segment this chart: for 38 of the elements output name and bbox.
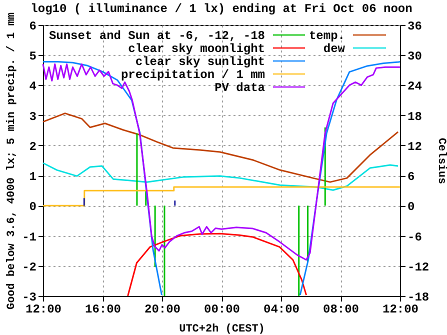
legend-label: Sunset and Sun at -6, -12, -18 bbox=[48, 29, 265, 43]
y2-tick-label: 36 bbox=[408, 20, 422, 34]
x-tick-label: 00:00 bbox=[204, 302, 240, 316]
chart-title: log10 ( illuminance / 1 lx) ending at Fri Oct 06 noon bbox=[30, 2, 412, 16]
y-tick-label: 6 bbox=[29, 20, 36, 34]
y2-tick-label: -12 bbox=[408, 260, 430, 274]
y2-tick-label: 0 bbox=[408, 200, 415, 214]
y-tick-label: 1 bbox=[29, 170, 36, 184]
legend-label: PV data bbox=[214, 81, 265, 95]
x-tick-label: 08:00 bbox=[322, 302, 360, 316]
y-tick-label: 4 bbox=[29, 80, 36, 94]
x-tick-label: 12:00 bbox=[382, 302, 419, 316]
legend-label: clear sky sunlight bbox=[135, 55, 265, 69]
y-tick-label: 2 bbox=[29, 140, 36, 154]
y-tick-label: 0 bbox=[29, 200, 36, 214]
y-tick-label: -1 bbox=[22, 230, 36, 244]
y2-tick-label: -6 bbox=[408, 230, 422, 244]
legend-label: precipitation / 1 mm bbox=[120, 68, 265, 82]
y2-tick-label: 24 bbox=[408, 80, 422, 94]
y-tick-label: 5 bbox=[29, 50, 36, 64]
y2-tick-label: 6 bbox=[408, 170, 415, 184]
y-tick-label: -2 bbox=[22, 260, 36, 274]
y2-tick-label: 30 bbox=[408, 50, 422, 64]
x-tick-label: 20:00 bbox=[144, 302, 181, 316]
y-tick-label: -3 bbox=[22, 290, 36, 304]
y2-tick-label: 18 bbox=[408, 110, 422, 124]
y2-tick-label: -18 bbox=[408, 290, 430, 304]
legend-label: temp. bbox=[308, 29, 345, 43]
legend-label: dew bbox=[323, 42, 346, 56]
y-axis-title: Good below 3.6, 4000 lx; 5 min precip. / 1 mm bbox=[6, 12, 18, 310]
y-tick-label: 3 bbox=[29, 110, 36, 124]
y2-axis-title: Celsius bbox=[435, 138, 447, 184]
x-tick-label: 12:00 bbox=[25, 302, 62, 316]
x-axis-title: UTC+2h (CEST) bbox=[179, 324, 265, 335]
y2-tick-label: 12 bbox=[408, 140, 422, 154]
legend-label: clear sky moonlight bbox=[128, 42, 265, 56]
x-tick-label: 16:00 bbox=[84, 302, 122, 316]
x-tick-label: 04:00 bbox=[263, 302, 300, 316]
